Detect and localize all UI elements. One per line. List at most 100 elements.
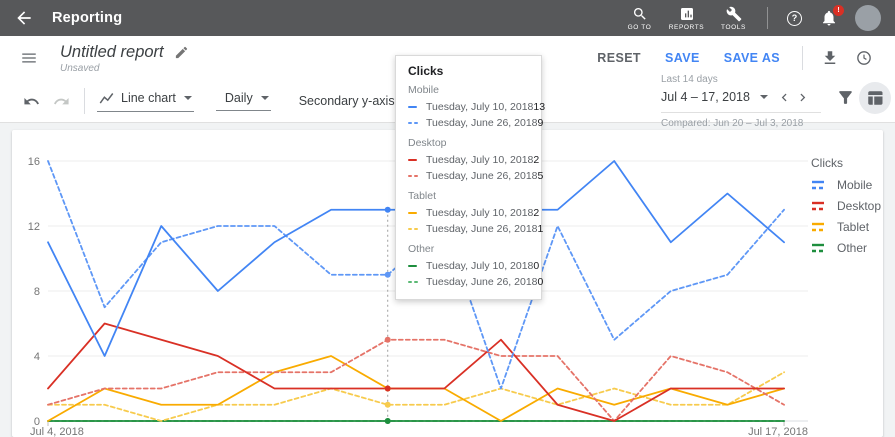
legend-item-other[interactable]: Other [811, 241, 881, 255]
tooltip-value: 2 [533, 154, 540, 166]
tools-button[interactable]: TOOLS [710, 6, 757, 31]
legend-item-desktop[interactable]: Desktop [811, 199, 881, 213]
tooltip-date: Tuesday, June 26, 2018 [426, 117, 538, 129]
tooltip-body: Mobile Tuesday, July 10, 2018 13 Tuesday, J… [408, 84, 545, 290]
bell-icon [823, 10, 835, 26]
solid-line-icon [408, 265, 420, 267]
series-desktop-dashed [47, 338, 785, 422]
tooltip-value: 13 [533, 101, 546, 113]
notification-badge: ! [833, 5, 844, 16]
reports-icon [680, 7, 693, 20]
table-chart-icon [868, 91, 883, 105]
tooltip-date: Tuesday, June 26, 2018 [426, 223, 538, 235]
save-as-button[interactable]: SAVE AS [723, 51, 780, 65]
actions-divider [802, 46, 803, 70]
chevron-left-icon [782, 93, 787, 101]
dashed-line-icon [408, 228, 420, 230]
tooltip-row: Tuesday, June 26, 2018 9 [408, 115, 543, 131]
wrench-icon [726, 6, 741, 21]
chevron-down-icon [260, 96, 269, 100]
legend-item-tablet[interactable]: Tablet [811, 220, 881, 234]
chart-legend: Clicks Mobile Desktop Tablet Other [811, 156, 881, 262]
legend-swatch-icon [812, 243, 824, 253]
toolbar-divider [84, 88, 85, 114]
y-tick-label: 12 [28, 221, 40, 233]
granularity-dropdown[interactable]: Daily [215, 91, 271, 111]
chevron-down-icon [183, 96, 192, 100]
hover-marker-desktop-dashed [384, 336, 391, 343]
dashed-line-icon [408, 281, 420, 283]
y-tick-label: 8 [34, 286, 40, 298]
hover-marker-desktop-solid [384, 385, 391, 392]
help-icon[interactable]: ? [787, 10, 802, 26]
chart-tooltip: Clicks Mobile Tuesday, July 10, 2018 13 Tue… [395, 55, 545, 300]
next-period-button[interactable] [794, 88, 812, 106]
hover-marker-mobile-solid [384, 206, 391, 213]
back-arrow-icon[interactable] [14, 8, 34, 28]
prev-period-button[interactable] [776, 88, 794, 106]
tooltip-row: Tuesday, June 26, 2018 5 [408, 168, 543, 184]
goto-button[interactable]: GO TO [616, 6, 663, 31]
chevron-down-icon[interactable] [759, 95, 768, 99]
legend-item-mobile[interactable]: Mobile [811, 178, 881, 192]
table-layout-button[interactable] [859, 82, 891, 114]
legend-title: Clicks [811, 156, 843, 170]
reset-button[interactable]: RESET [597, 51, 641, 65]
date-range-block: Last 14 days Jul 4 – 17, 2018 Compared: … [661, 74, 821, 129]
undo-button[interactable] [16, 86, 46, 116]
date-range-value[interactable]: Jul 4 – 17, 2018 [661, 90, 750, 104]
tooltip-value: 1 [537, 223, 544, 235]
y-tick-label: 16 [28, 156, 40, 168]
tools-label: TOOLS [721, 23, 746, 31]
dashed-line-icon [408, 122, 420, 124]
tooltip-row: Tuesday, July 10, 2018 13 [408, 99, 545, 115]
save-button[interactable]: SAVE [664, 51, 700, 65]
tooltip-row: Tuesday, June 26, 2018 0 [408, 274, 543, 290]
reports-button[interactable]: REPORTS [663, 6, 710, 31]
secondary-axis-label: Secondary y-axis [298, 94, 395, 108]
history-button[interactable] [847, 41, 881, 75]
tooltip-section-tablet: Tablet [408, 190, 437, 202]
report-title: Untitled report [60, 42, 164, 61]
tooltip-row: Tuesday, June 26, 2018 1 [408, 221, 543, 237]
redo-button[interactable] [46, 86, 76, 116]
legend-label: Other [837, 241, 868, 255]
tooltip-section-other: Other [408, 243, 435, 255]
edit-pencil-icon[interactable] [174, 45, 189, 60]
chart-type-dropdown[interactable]: Line chart [97, 91, 194, 112]
legend-swatch-icon [812, 201, 824, 211]
tooltip-date: Tuesday, July 10, 2018 [426, 154, 534, 166]
legend-label: Desktop [837, 199, 882, 213]
filter-funnel-icon [839, 91, 852, 104]
report-actions: RESET SAVE SAVE AS [585, 41, 895, 75]
undo-icon [23, 97, 39, 104]
tooltip-date: Tuesday, June 26, 2018 [426, 276, 538, 288]
appbar-divider [767, 7, 768, 29]
chart-type-label: Line chart [121, 91, 176, 105]
tooltip-section-desktop: Desktop [408, 137, 447, 149]
tooltip-title: Clicks [408, 64, 444, 78]
goto-label: GO TO [627, 23, 652, 31]
hover-marker-other-solid [384, 418, 391, 424]
dashed-line-icon [408, 175, 420, 177]
filter-button[interactable] [836, 88, 855, 107]
granularity-label: Daily [224, 91, 253, 105]
tooltip-value: 9 [537, 117, 544, 129]
report-status: Unsaved [60, 62, 100, 74]
download-button[interactable] [813, 41, 847, 75]
menu-icon[interactable] [20, 49, 38, 67]
reports-label: REPORTS [668, 23, 705, 31]
tooltip-value: 2 [533, 207, 540, 219]
date-range-preset: Last 14 days [661, 74, 718, 85]
search-icon [633, 7, 646, 20]
tooltip-section-mobile: Mobile [408, 84, 439, 96]
legend-items: Mobile Desktop Tablet Other [811, 178, 881, 255]
y-tick-label: 4 [34, 351, 40, 363]
tooltip-date: Tuesday, July 10, 2018 [426, 260, 534, 272]
download-icon [824, 51, 836, 64]
compared-range: Compared: Jun 20 – Jul 3, 2018 [661, 118, 804, 129]
legend-swatch-icon [812, 222, 824, 232]
notifications-button[interactable]: ! [820, 5, 844, 27]
avatar[interactable] [855, 5, 881, 31]
series-desktop-solid [47, 322, 785, 422]
